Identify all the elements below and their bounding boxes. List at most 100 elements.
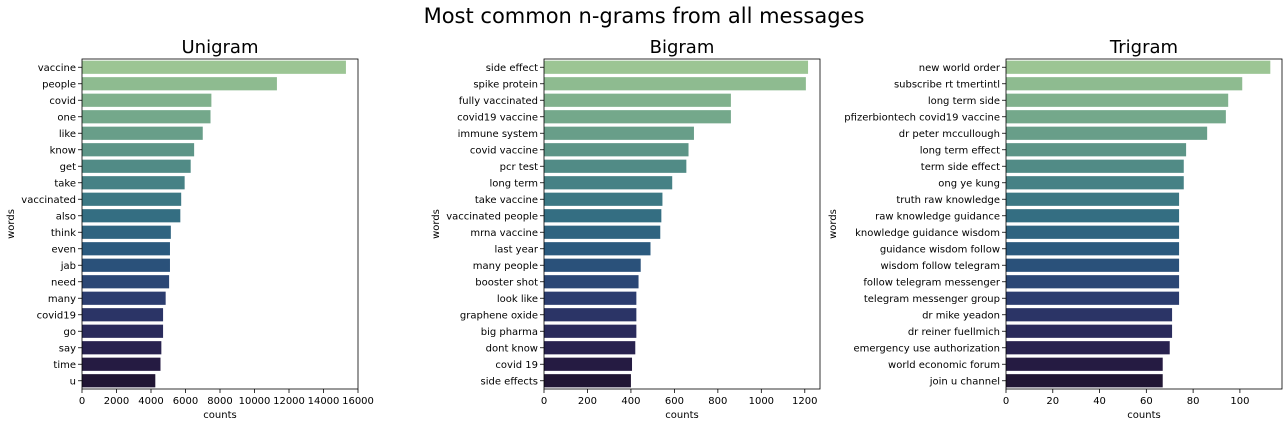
y-tick-label: side effects bbox=[481, 376, 539, 387]
bar bbox=[544, 225, 661, 239]
y-tick-label: new world order bbox=[919, 63, 1001, 74]
plot-frame bbox=[1005, 58, 1283, 390]
y-tick-label: truth raw knowledge bbox=[896, 195, 1000, 206]
bar bbox=[82, 275, 170, 289]
x-tick-label: 12000 bbox=[273, 396, 305, 407]
plot-frame bbox=[81, 58, 359, 390]
bar bbox=[1006, 374, 1163, 388]
y-tick-label: pcr test bbox=[500, 162, 538, 173]
bar bbox=[1006, 192, 1180, 206]
subplot-title: Unigram bbox=[182, 37, 259, 58]
bar bbox=[544, 324, 637, 338]
bar bbox=[1006, 60, 1271, 74]
y-tick-label: vaccine bbox=[38, 63, 76, 74]
x-tick-label: 6000 bbox=[173, 396, 198, 407]
y-tick-label: long term bbox=[489, 178, 538, 189]
x-tick-label: 4000 bbox=[138, 396, 163, 407]
y-tick-label: many bbox=[48, 294, 76, 305]
bar bbox=[82, 143, 195, 157]
y-tick-label: dr mike yeadon bbox=[922, 310, 1000, 321]
y-tick-label: last year bbox=[494, 244, 538, 255]
bar bbox=[544, 60, 809, 74]
bar bbox=[544, 275, 639, 289]
y-tick-label: many people bbox=[473, 261, 538, 272]
y-axis-label: words bbox=[6, 209, 17, 239]
y-tick-label: subscribe rt tmertintl bbox=[894, 79, 1000, 90]
x-axis-label: counts bbox=[203, 410, 236, 421]
bar bbox=[82, 324, 164, 338]
bar bbox=[1006, 159, 1184, 173]
bar bbox=[1006, 291, 1180, 305]
subplot-title: Bigram bbox=[650, 37, 715, 58]
bar bbox=[544, 357, 633, 371]
y-tick-label: pfizerbiontech covid19 vaccine bbox=[844, 112, 1000, 123]
bar bbox=[82, 126, 203, 140]
x-axis-label: counts bbox=[1127, 410, 1160, 421]
bar bbox=[1006, 258, 1180, 272]
y-tick-label: world economic forum bbox=[888, 360, 1000, 371]
y-tick-label: booster shot bbox=[475, 277, 538, 288]
bar bbox=[1006, 77, 1243, 91]
y-tick-label: side effect bbox=[486, 63, 538, 74]
y-tick-label: also bbox=[56, 211, 76, 222]
y-tick-label: think bbox=[51, 228, 76, 239]
y-tick-label: take bbox=[54, 178, 76, 189]
y-tick-label: covid vaccine bbox=[470, 145, 538, 156]
x-tick-label: 1000 bbox=[749, 396, 774, 407]
bar bbox=[544, 308, 637, 322]
bar bbox=[544, 77, 806, 91]
y-tick-label: term side effect bbox=[921, 162, 1000, 173]
bar bbox=[1006, 242, 1180, 256]
bar bbox=[544, 126, 694, 140]
y-tick-label: even bbox=[51, 244, 76, 255]
chart-unigram: vaccine people covid one like know get take vacc… bbox=[6, 37, 374, 421]
x-tick-label: 14000 bbox=[308, 396, 340, 407]
y-tick-label: need bbox=[51, 277, 76, 288]
bar bbox=[544, 291, 637, 305]
bar bbox=[82, 242, 170, 256]
y-tick-label: go bbox=[64, 327, 76, 338]
y-tick-label: like bbox=[59, 129, 76, 140]
x-tick-label: 800 bbox=[708, 396, 727, 407]
y-tick-label: one bbox=[57, 112, 76, 123]
y-tick-label: know bbox=[50, 145, 76, 156]
x-tick-label: 60 bbox=[1140, 396, 1153, 407]
y-tick-label: long term effect bbox=[920, 145, 1000, 156]
bar bbox=[544, 192, 663, 206]
y-tick-label: spike protein bbox=[473, 79, 538, 90]
y-tick-label: covid19 bbox=[37, 310, 76, 321]
y-tick-label: look like bbox=[497, 294, 538, 305]
y-axis-label: words bbox=[828, 209, 839, 239]
y-tick-label: immune system bbox=[458, 129, 538, 140]
y-tick-label: knowledge guidance wisdom bbox=[855, 228, 1000, 239]
bar bbox=[1006, 225, 1180, 239]
x-tick-label: 600 bbox=[665, 396, 684, 407]
bar bbox=[82, 357, 161, 371]
x-tick-label: 20 bbox=[1046, 396, 1059, 407]
y-tick-label: follow telegram messenger bbox=[863, 277, 1000, 288]
bar bbox=[544, 242, 651, 256]
x-tick-label: 1200 bbox=[792, 396, 817, 407]
bar bbox=[82, 209, 181, 223]
bar bbox=[82, 192, 182, 206]
y-tick-label: ong ye kung bbox=[938, 178, 1000, 189]
bar bbox=[1006, 308, 1173, 322]
bar bbox=[82, 374, 156, 388]
subplot-title: Trigram bbox=[1109, 37, 1178, 58]
bar bbox=[544, 209, 662, 223]
bar bbox=[544, 341, 636, 355]
y-tick-label: big pharma bbox=[481, 327, 538, 338]
y-tick-label: fully vaccinated bbox=[459, 96, 538, 107]
y-tick-label: covid bbox=[49, 96, 76, 107]
bar bbox=[82, 258, 170, 272]
x-tick-label: 200 bbox=[578, 396, 597, 407]
x-tick-label: 400 bbox=[621, 396, 640, 407]
figure-title: Most common n-grams from all messages bbox=[424, 4, 865, 28]
bar bbox=[82, 60, 346, 74]
bar bbox=[1006, 275, 1180, 289]
x-tick-label: 0 bbox=[1003, 396, 1009, 407]
x-tick-label: 40 bbox=[1093, 396, 1106, 407]
bar bbox=[544, 143, 689, 157]
y-tick-label: get bbox=[60, 162, 77, 173]
y-tick-label: covid19 vaccine bbox=[457, 112, 538, 123]
